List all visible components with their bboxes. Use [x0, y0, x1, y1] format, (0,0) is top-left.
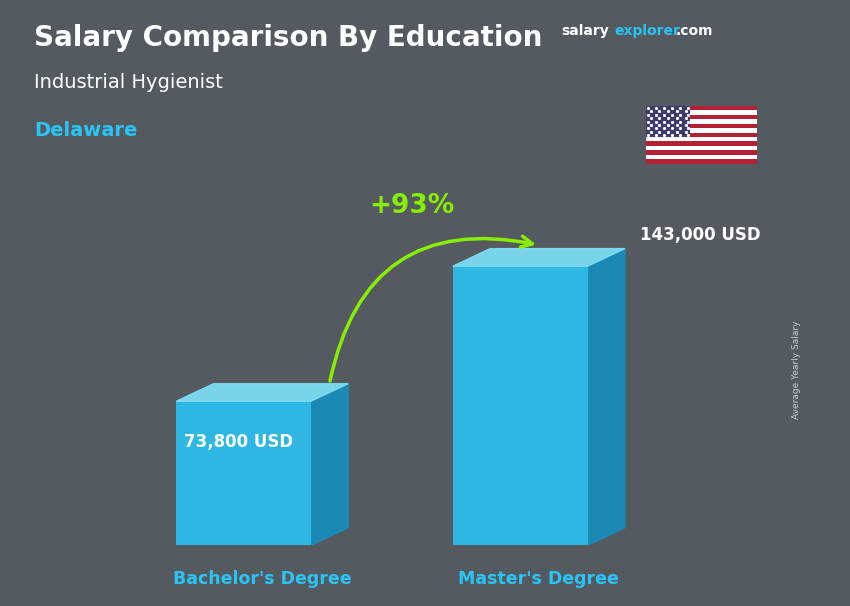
Bar: [646, 128, 756, 133]
Bar: [176, 401, 311, 545]
Text: Bachelor's Degree: Bachelor's Degree: [173, 570, 351, 588]
Bar: [646, 106, 690, 137]
Polygon shape: [176, 384, 348, 401]
Text: Salary Comparison By Education: Salary Comparison By Education: [34, 24, 542, 52]
Bar: [646, 133, 756, 137]
Bar: [646, 150, 756, 155]
Bar: [646, 146, 756, 150]
Text: 143,000 USD: 143,000 USD: [640, 225, 761, 244]
Bar: [646, 124, 756, 128]
Text: Average Yearly Salary: Average Yearly Salary: [792, 321, 802, 419]
Text: Industrial Hygienist: Industrial Hygienist: [34, 73, 223, 92]
Text: explorer: explorer: [615, 24, 680, 38]
Bar: [646, 137, 756, 141]
Polygon shape: [587, 248, 625, 545]
Bar: [646, 159, 756, 164]
Polygon shape: [311, 384, 348, 545]
Bar: [646, 106, 756, 110]
Text: .com: .com: [676, 24, 713, 38]
Text: 73,800 USD: 73,800 USD: [184, 433, 292, 451]
Bar: [646, 119, 756, 124]
Text: +93%: +93%: [369, 193, 455, 219]
Text: Delaware: Delaware: [34, 121, 138, 140]
Bar: [646, 141, 756, 146]
Text: Master's Degree: Master's Degree: [458, 570, 620, 588]
Text: salary: salary: [561, 24, 609, 38]
Bar: [646, 155, 756, 159]
Bar: [453, 266, 587, 545]
Bar: [646, 115, 756, 119]
Bar: [646, 110, 756, 115]
Polygon shape: [453, 248, 625, 266]
